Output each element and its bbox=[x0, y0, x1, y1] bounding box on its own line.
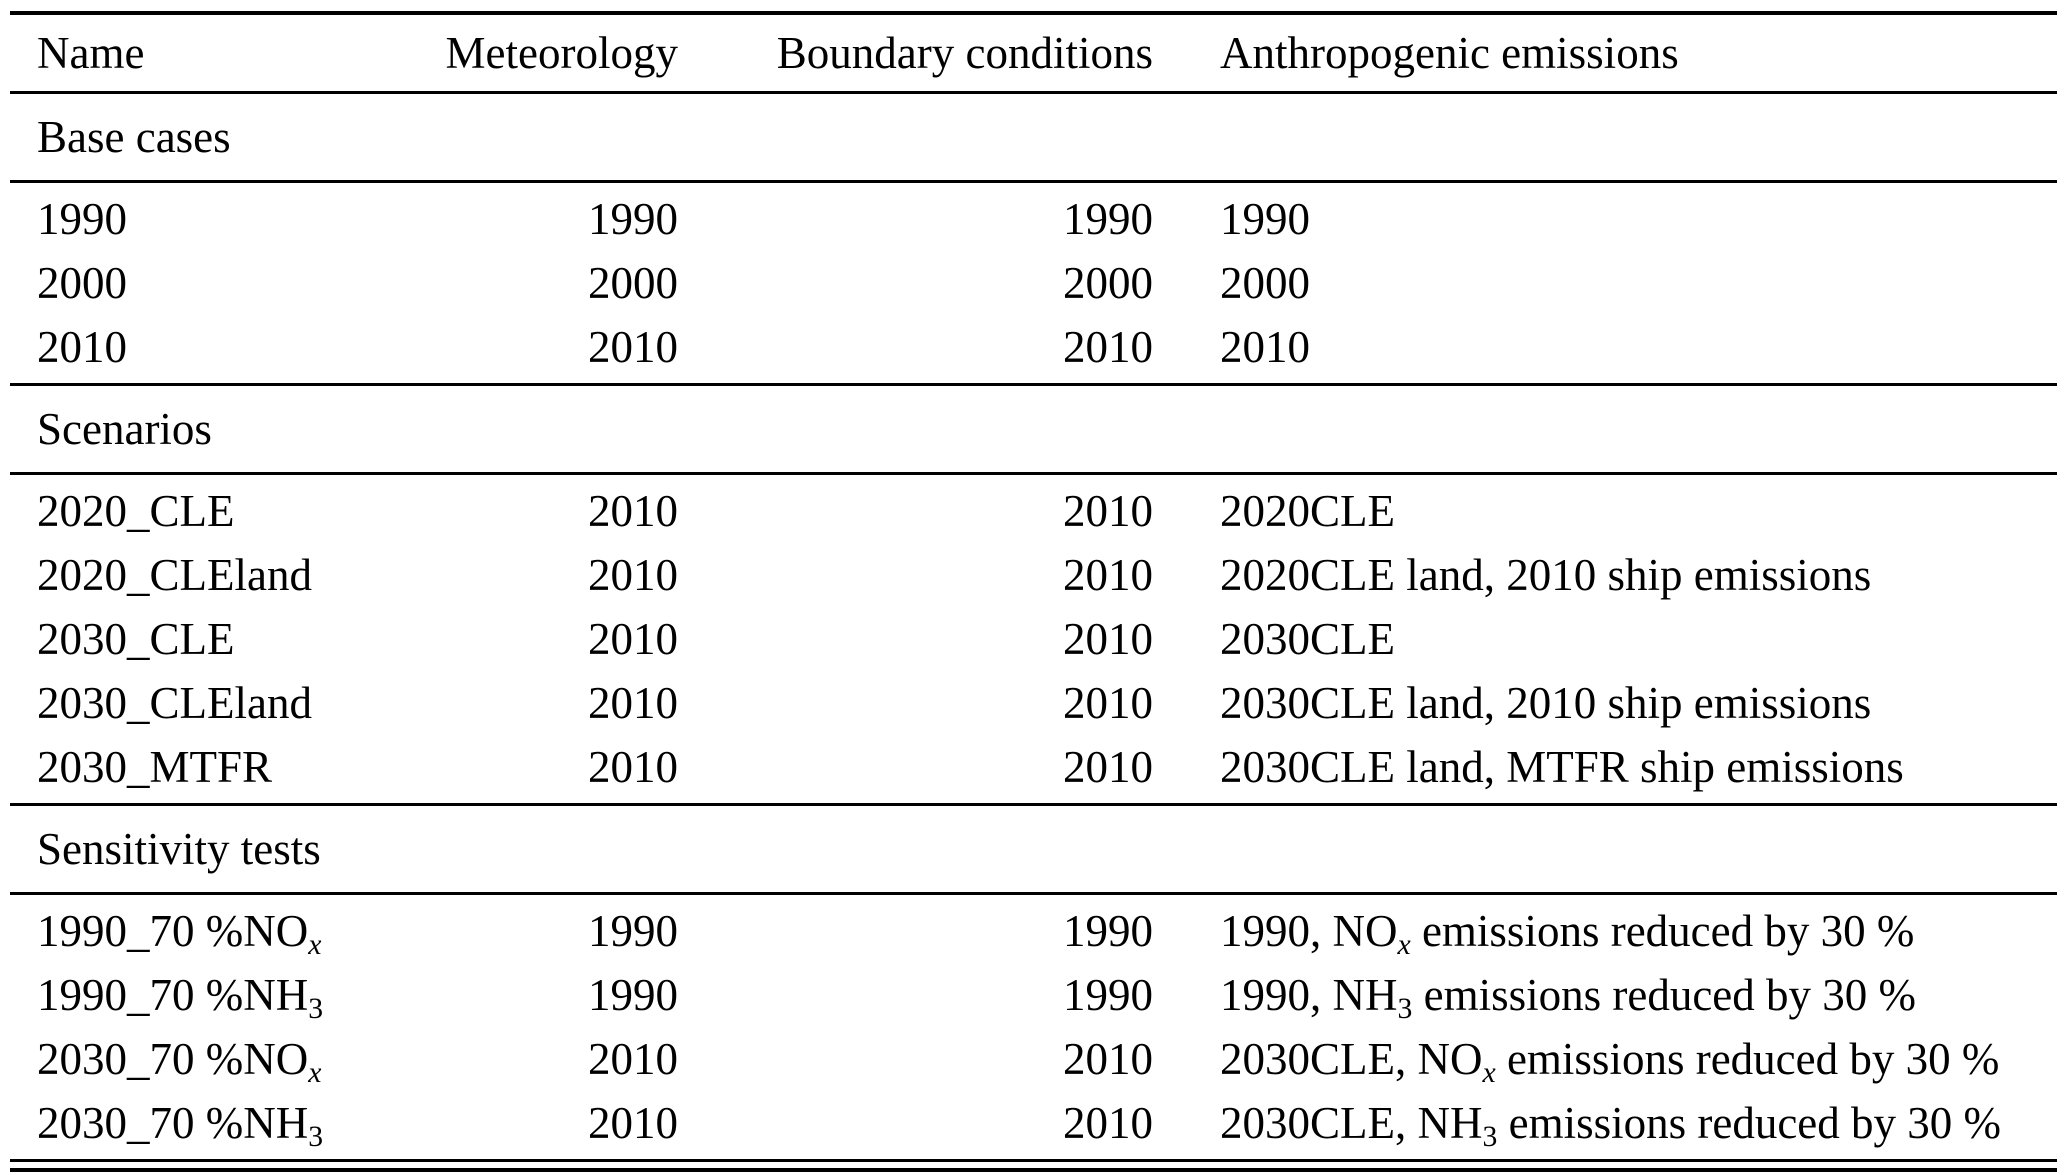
section-rows: 2020_CLE 2010 2010 2020CLE 2020_CLEland 2010 2… bbox=[10, 473, 2057, 805]
column-header-name: Name bbox=[37, 28, 145, 78]
cell: 1990 bbox=[588, 906, 678, 956]
section-title: Sensitivity tests bbox=[37, 824, 321, 874]
table-row: 2030_MTFR 2010 2010 2030CLE land, MTFR ship… bbox=[10, 735, 2057, 805]
table-row: 2020_CLE 2010 2010 2020CLE bbox=[10, 474, 2057, 544]
cell: 2030CLE land, 2010 ship emissions bbox=[1220, 678, 1872, 728]
cell: 2010 bbox=[1063, 322, 1153, 372]
cell: 1990 bbox=[1220, 194, 1310, 244]
cell: 2030CLE bbox=[1220, 614, 1395, 664]
cell: 2010 bbox=[1063, 1034, 1153, 1084]
cell: 1990, NH3 emissions reduced by 30 % bbox=[1220, 970, 1917, 1026]
cell: 1990 bbox=[1063, 970, 1153, 1020]
column-header-anthropogenic-emissions: Anthropogenic emissions bbox=[1220, 28, 1679, 78]
cell: 2010 bbox=[1063, 742, 1153, 792]
cell: 2030_MTFR bbox=[37, 742, 273, 792]
cell: 2010 bbox=[588, 1034, 678, 1084]
header-row: Name Meteorology Boundary conditions Ant… bbox=[10, 13, 2057, 93]
cell: 2010 bbox=[588, 1098, 678, 1148]
cell: 1990 bbox=[1063, 194, 1153, 244]
subscript: x bbox=[1397, 929, 1411, 962]
table-row: 2030_CLE 2010 2010 2030CLE bbox=[10, 607, 2057, 671]
cell: 2000 bbox=[1063, 258, 1153, 308]
table-row: 2030_CLEland 2010 2010 2030CLE land, 2010 s… bbox=[10, 671, 2057, 735]
cell: 1990 bbox=[37, 194, 127, 244]
column-header-meteorology: Meteorology bbox=[445, 28, 678, 78]
section-header: Sensitivity tests bbox=[10, 804, 2057, 894]
cell: 2030_70 %NOx bbox=[37, 1034, 322, 1090]
section-rows: 1990 1990 1990 1990 2000 2000 2000 2000 2010 2010… bbox=[10, 181, 2057, 385]
cell: 2010 bbox=[1063, 550, 1153, 600]
cell: 2010 bbox=[588, 550, 678, 600]
cell: 2010 bbox=[588, 486, 678, 536]
cell: 1990 bbox=[588, 970, 678, 1020]
subscript: 3 bbox=[1482, 1121, 1498, 1154]
cell: 2010 bbox=[1063, 678, 1153, 728]
subscript: x bbox=[308, 1057, 322, 1090]
cell: 2030CLE, NH3 emissions reduced by 30 % bbox=[1220, 1098, 2002, 1154]
table-row: 1990_70 %NH3 1990 1990 1990, NH3 emissions … bbox=[10, 963, 2057, 1027]
cell: 2030CLE, NOx emissions reduced by 30 % bbox=[1220, 1034, 2000, 1090]
table-header: Name Meteorology Boundary conditions Ant… bbox=[10, 13, 2057, 93]
subscript: 3 bbox=[308, 993, 324, 1026]
cell: 2030CLE land, MTFR ship emissions bbox=[1220, 742, 1904, 792]
cell: 2000 bbox=[37, 258, 127, 308]
subscript: x bbox=[308, 929, 322, 962]
cell: 1990, NOx emissions reduced by 30 % bbox=[1220, 906, 1915, 962]
cell: 2020CLE land, 2010 ship emissions bbox=[1220, 550, 1872, 600]
cell: 2020_CLE bbox=[37, 486, 235, 536]
subscript: 3 bbox=[308, 1121, 324, 1154]
cell: 2000 bbox=[1220, 258, 1310, 308]
section-header: Scenarios bbox=[10, 384, 2057, 474]
cell: 1990 bbox=[588, 194, 678, 244]
cell: 2000 bbox=[588, 258, 678, 308]
cell: 1990_70 %NH3 bbox=[37, 970, 324, 1026]
cell: 2010 bbox=[588, 322, 678, 372]
section-header-row: Scenarios bbox=[10, 385, 2057, 474]
cell: 2030_70 %NH3 bbox=[37, 1098, 324, 1154]
subscript: 3 bbox=[1397, 993, 1413, 1026]
section-header-row: Sensitivity tests bbox=[10, 805, 2057, 894]
cell: 2010 bbox=[1063, 1098, 1153, 1148]
cell: 1990_70 %NOx bbox=[37, 906, 322, 962]
scenario-table: Name Meteorology Boundary conditions Ant… bbox=[10, 11, 2057, 1162]
bottom-rule bbox=[10, 1168, 2057, 1172]
section-title: Base cases bbox=[37, 112, 231, 162]
cell: 1990 bbox=[1063, 906, 1153, 956]
table-row: 2030_70 %NH3 2010 2010 2030CLE, NH3 emissio… bbox=[10, 1091, 2057, 1161]
table-row: 1990_70 %NOx 1990 1990 1990, NOx emissions … bbox=[10, 894, 2057, 964]
table-row: 2020_CLEland 2010 2010 2020CLE land, 2010 s… bbox=[10, 543, 2057, 607]
section-header-row: Base cases bbox=[10, 93, 2057, 182]
cell: 2010 bbox=[1063, 614, 1153, 664]
section-header: Base cases bbox=[10, 92, 2057, 182]
table-row: 2010 2010 2010 2010 bbox=[10, 315, 2057, 385]
cell: 2010 bbox=[588, 678, 678, 728]
subscript: x bbox=[1482, 1057, 1496, 1090]
cell: 2010 bbox=[37, 322, 127, 372]
section-title: Scenarios bbox=[37, 404, 212, 454]
scenario-table-wrapper: Name Meteorology Boundary conditions Ant… bbox=[10, 11, 2057, 1162]
cell: 2020CLE bbox=[1220, 486, 1395, 536]
cell: 2010 bbox=[588, 614, 678, 664]
cell: 2030_CLE bbox=[37, 614, 235, 664]
cell: 2020_CLEland bbox=[37, 550, 312, 600]
cell: 2010 bbox=[1063, 486, 1153, 536]
cell: 2010 bbox=[1220, 322, 1310, 372]
cell: 2030_CLEland bbox=[37, 678, 312, 728]
table-row: 2030_70 %NOx 2010 2010 2030CLE, NOx emissio… bbox=[10, 1027, 2057, 1091]
cell: 2010 bbox=[588, 742, 678, 792]
section-rows: 1990_70 %NOx 1990 1990 1990, NOx emissions … bbox=[10, 893, 2057, 1161]
table-row: 1990 1990 1990 1990 bbox=[10, 182, 2057, 252]
table-row: 2000 2000 2000 2000 bbox=[10, 251, 2057, 315]
column-header-boundary-conditions: Boundary conditions bbox=[776, 28, 1153, 78]
